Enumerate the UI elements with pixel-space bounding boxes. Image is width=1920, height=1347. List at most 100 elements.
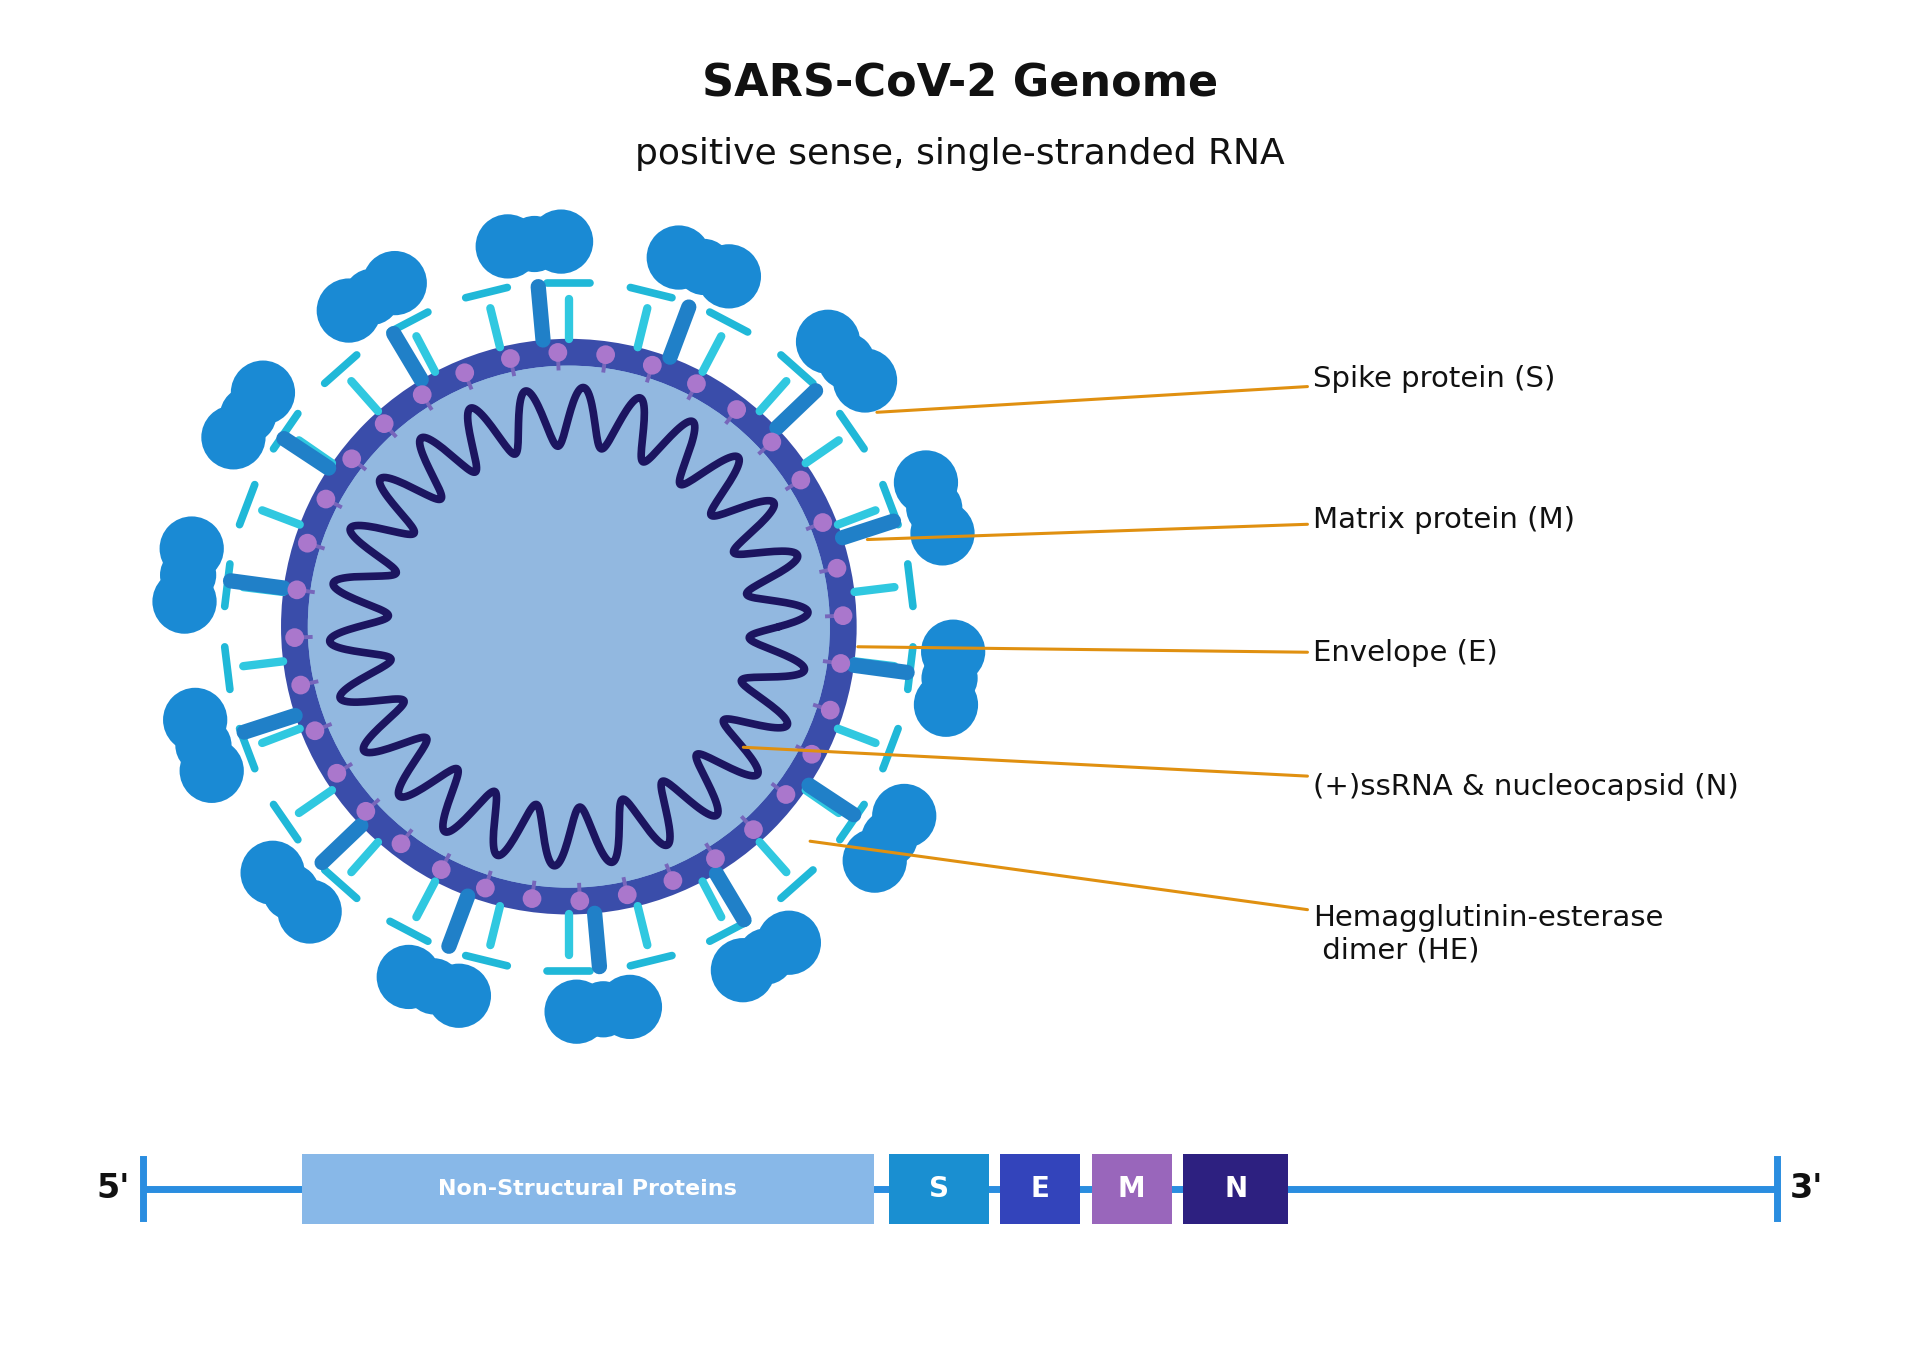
Circle shape bbox=[374, 415, 394, 432]
Circle shape bbox=[298, 533, 317, 552]
Circle shape bbox=[357, 801, 374, 820]
Text: positive sense, single-stranded RNA: positive sense, single-stranded RNA bbox=[636, 137, 1284, 171]
Circle shape bbox=[292, 676, 309, 695]
Circle shape bbox=[828, 559, 847, 578]
Circle shape bbox=[221, 387, 276, 443]
Circle shape bbox=[545, 979, 609, 1044]
Text: Spike protein (S): Spike protein (S) bbox=[877, 365, 1555, 412]
Circle shape bbox=[843, 828, 906, 893]
Circle shape bbox=[910, 501, 975, 566]
Circle shape bbox=[317, 490, 336, 508]
Circle shape bbox=[202, 405, 265, 470]
Circle shape bbox=[522, 889, 541, 908]
Circle shape bbox=[803, 745, 822, 764]
Circle shape bbox=[476, 878, 495, 897]
Circle shape bbox=[664, 872, 682, 890]
Circle shape bbox=[676, 238, 732, 295]
Circle shape bbox=[687, 374, 707, 393]
Circle shape bbox=[175, 717, 232, 773]
Text: N: N bbox=[1225, 1175, 1248, 1203]
Circle shape bbox=[344, 268, 399, 325]
FancyBboxPatch shape bbox=[889, 1154, 989, 1223]
Circle shape bbox=[710, 938, 776, 1002]
Text: 5': 5' bbox=[96, 1172, 131, 1206]
Circle shape bbox=[405, 958, 463, 1014]
FancyBboxPatch shape bbox=[1183, 1154, 1288, 1223]
Circle shape bbox=[305, 722, 324, 740]
Circle shape bbox=[576, 981, 632, 1037]
Circle shape bbox=[707, 849, 726, 867]
Circle shape bbox=[392, 834, 411, 853]
Circle shape bbox=[328, 764, 346, 783]
Circle shape bbox=[728, 400, 747, 419]
Circle shape bbox=[363, 251, 426, 315]
Circle shape bbox=[814, 513, 831, 532]
Circle shape bbox=[618, 885, 637, 904]
Circle shape bbox=[280, 339, 856, 915]
Circle shape bbox=[756, 911, 822, 975]
Circle shape bbox=[697, 244, 760, 308]
Circle shape bbox=[286, 628, 303, 647]
Circle shape bbox=[922, 620, 985, 684]
Circle shape bbox=[872, 784, 937, 849]
Circle shape bbox=[906, 480, 962, 536]
Circle shape bbox=[376, 944, 442, 1009]
Circle shape bbox=[288, 581, 307, 599]
Text: S: S bbox=[929, 1175, 948, 1203]
Circle shape bbox=[831, 655, 851, 672]
FancyBboxPatch shape bbox=[1000, 1154, 1081, 1223]
Circle shape bbox=[455, 364, 474, 383]
Circle shape bbox=[922, 651, 977, 706]
FancyBboxPatch shape bbox=[301, 1154, 874, 1223]
Circle shape bbox=[643, 356, 662, 374]
Circle shape bbox=[818, 333, 876, 389]
Circle shape bbox=[230, 361, 296, 424]
Circle shape bbox=[797, 310, 860, 374]
Circle shape bbox=[240, 841, 305, 905]
Text: M: M bbox=[1117, 1175, 1146, 1203]
Circle shape bbox=[862, 810, 918, 866]
Circle shape bbox=[895, 450, 958, 515]
Circle shape bbox=[597, 345, 614, 364]
Circle shape bbox=[159, 547, 217, 603]
Circle shape bbox=[501, 349, 520, 368]
Text: Non-Structural Proteins: Non-Structural Proteins bbox=[438, 1179, 737, 1199]
Circle shape bbox=[278, 880, 342, 944]
Circle shape bbox=[570, 892, 589, 911]
Circle shape bbox=[413, 385, 432, 404]
Text: Matrix protein (M): Matrix protein (M) bbox=[868, 505, 1574, 540]
Circle shape bbox=[163, 688, 227, 752]
Circle shape bbox=[833, 606, 852, 625]
Circle shape bbox=[263, 863, 319, 920]
Circle shape bbox=[307, 365, 829, 888]
Text: SARS-CoV-2 Genome: SARS-CoV-2 Genome bbox=[703, 63, 1217, 106]
Circle shape bbox=[507, 216, 563, 272]
Circle shape bbox=[597, 975, 662, 1039]
Circle shape bbox=[914, 672, 977, 737]
Circle shape bbox=[737, 928, 795, 985]
Circle shape bbox=[776, 785, 795, 804]
Text: 3': 3' bbox=[1789, 1172, 1824, 1206]
Circle shape bbox=[426, 963, 492, 1028]
Text: E: E bbox=[1031, 1175, 1050, 1203]
Circle shape bbox=[307, 365, 829, 888]
Circle shape bbox=[432, 861, 451, 880]
Circle shape bbox=[342, 450, 361, 469]
Circle shape bbox=[822, 700, 839, 719]
Circle shape bbox=[180, 738, 244, 803]
Circle shape bbox=[762, 432, 781, 451]
Circle shape bbox=[159, 516, 225, 581]
Circle shape bbox=[549, 343, 566, 362]
Circle shape bbox=[745, 820, 762, 839]
Circle shape bbox=[791, 470, 810, 489]
Text: Hemagglutinin-esterase
 dimer (HE): Hemagglutinin-esterase dimer (HE) bbox=[810, 842, 1663, 964]
Circle shape bbox=[528, 210, 593, 273]
Circle shape bbox=[833, 349, 897, 412]
Circle shape bbox=[317, 279, 380, 342]
Text: Envelope (E): Envelope (E) bbox=[858, 640, 1498, 667]
Circle shape bbox=[152, 570, 217, 633]
Text: (+)ssRNA & nucleocapsid (N): (+)ssRNA & nucleocapsid (N) bbox=[743, 748, 1740, 801]
FancyBboxPatch shape bbox=[1092, 1154, 1171, 1223]
Circle shape bbox=[476, 214, 540, 279]
Circle shape bbox=[647, 225, 710, 290]
